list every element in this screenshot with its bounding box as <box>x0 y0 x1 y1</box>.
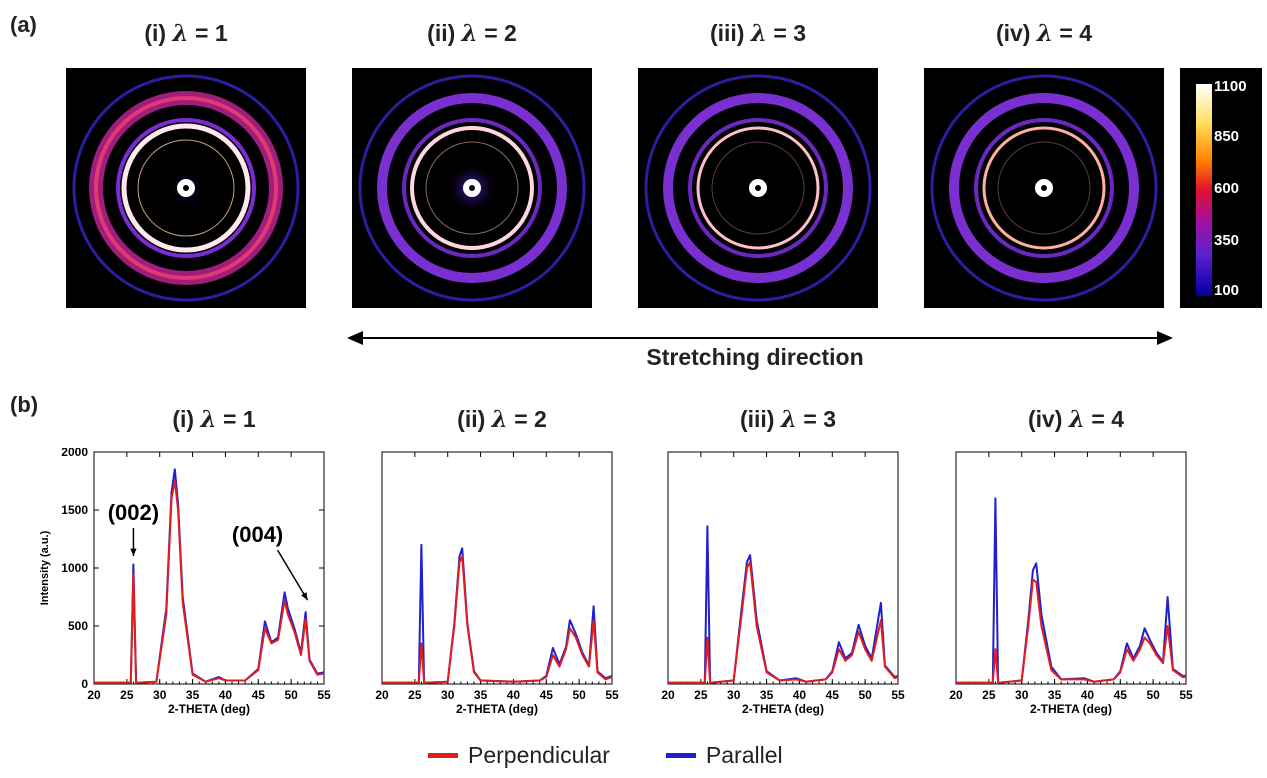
x-tick-label: 25 <box>982 688 996 702</box>
y-tick-label: 500 <box>68 619 88 633</box>
colorbar-gradient <box>1196 84 1212 296</box>
series-line-perpendicular <box>668 561 899 684</box>
x-tick-label: 20 <box>375 688 389 702</box>
colorbar-tick-1100: 1100 <box>1214 78 1247 95</box>
annotation-arrowhead <box>301 592 308 601</box>
series-line-perpendicular <box>956 578 1186 684</box>
legend-swatch-parallel <box>665 753 696 758</box>
x-tick-label: 20 <box>949 688 963 702</box>
plot-frame <box>93 451 325 685</box>
x-tick-label: 50 <box>858 688 872 702</box>
colorbar-tick-100: 100 <box>1214 282 1240 299</box>
plot-title-3: (iii) λ = 3 <box>739 406 837 433</box>
annotation-arrow <box>276 549 309 601</box>
x-tick-label: 40 <box>507 688 521 702</box>
colorbar-tick-350: 350 <box>1214 232 1240 249</box>
x-tick-label: 20 <box>87 688 101 702</box>
xrd-plot-2: 20 25 30 35 40 45 50 55 2-THETA (deg) <box>352 448 632 720</box>
x-tick-label: 20 <box>661 688 675 702</box>
y-tick-label: 1000 <box>61 561 88 575</box>
panel-b-label: (b) <box>10 392 39 417</box>
x-tick-label: 55 <box>317 688 331 702</box>
xrd-plot-1: 20 25 30 35 40 45 50 55 2-THETA (deg) 0 500 1000 150… <box>34 448 344 720</box>
annotation-label: (004) <box>232 522 283 547</box>
x-tick-label: 45 <box>1114 688 1128 702</box>
plot-title-1: (i) λ = 1 <box>172 406 256 433</box>
x-tick-label: 55 <box>1179 688 1193 702</box>
plot-svg: 20 25 30 35 40 45 50 55 2-THETA (deg) <box>661 451 905 716</box>
x-tick-label: 25 <box>694 688 708 702</box>
plot-svg: 20 25 30 35 40 45 50 55 2-THETA (deg) 0 500 1000 150… <box>39 448 331 716</box>
x-tick-label: 30 <box>1015 688 1029 702</box>
plot-title-4: (iv) λ = 4 <box>1027 406 1125 433</box>
x-axis-label: 2-THETA (deg) <box>1030 702 1112 716</box>
legend-label-parallel: Parallel <box>705 742 783 768</box>
x-tick-label: 25 <box>120 688 134 702</box>
x-tick-label: 35 <box>186 688 200 702</box>
plot-svg: 20 25 30 35 40 45 50 55 2-THETA (deg) <box>949 451 1193 716</box>
series-line-perpendicular <box>94 480 325 684</box>
y-tick-label: 2000 <box>61 448 88 459</box>
series-line-parallel <box>668 525 899 684</box>
diffraction-image-3 <box>638 68 878 308</box>
legend: Perpendicular Parallel <box>428 742 783 769</box>
diffraction-title-4: (iv) λ = 4 <box>995 20 1093 47</box>
y-tick-label: 0 <box>81 677 88 691</box>
y-tick-label: 1500 <box>61 503 88 517</box>
diffraction-title-2: (ii) λ = 2 <box>427 20 517 47</box>
xrd-plot-4: 20 25 30 35 40 45 50 55 2-THETA (deg) <box>926 448 1206 720</box>
x-tick-label: 35 <box>760 688 774 702</box>
plot-frame <box>955 451 1187 685</box>
diffraction-title-1: (i) λ = 1 <box>144 20 228 47</box>
x-tick-label: 40 <box>219 688 233 702</box>
x-axis-label: 2-THETA (deg) <box>742 702 824 716</box>
panel-a-label: (a) <box>10 12 37 37</box>
series-line-perpendicular <box>382 555 613 684</box>
x-tick-label: 55 <box>605 688 619 702</box>
colorbar: 1100 850 600 350 100 <box>1180 68 1262 308</box>
x-tick-label: 40 <box>793 688 807 702</box>
plot-svg: 20 25 30 35 40 45 50 55 2-THETA (deg) <box>375 451 619 716</box>
x-tick-label: 50 <box>1146 688 1160 702</box>
colorbar-tick-600: 600 <box>1214 180 1240 197</box>
legend-swatch-perpendicular <box>428 753 458 758</box>
x-tick-label: 35 <box>1048 688 1062 702</box>
x-tick-label: 30 <box>441 688 455 702</box>
x-tick-label: 45 <box>826 688 840 702</box>
annotation-arrowhead <box>130 548 137 556</box>
x-tick-label: 30 <box>153 688 167 702</box>
diffraction-image-4 <box>924 68 1164 308</box>
diffraction-image-2 <box>352 68 592 308</box>
x-tick-label: 50 <box>572 688 586 702</box>
x-tick-label: 50 <box>284 688 298 702</box>
diffraction-image-1 <box>66 68 306 308</box>
x-tick-label: 30 <box>727 688 741 702</box>
x-axis-label: 2-THETA (deg) <box>456 702 538 716</box>
x-tick-label: 55 <box>891 688 905 702</box>
x-tick-label: 40 <box>1081 688 1095 702</box>
x-tick-label: 25 <box>408 688 422 702</box>
series-line-parallel <box>382 543 613 684</box>
x-tick-label: 45 <box>540 688 554 702</box>
stretch-arrow <box>347 331 1173 345</box>
x-tick-label: 35 <box>474 688 488 702</box>
x-axis-label: 2-THETA (deg) <box>168 702 250 716</box>
stretch-label: Stretching direction <box>646 344 864 370</box>
series-line-parallel <box>956 497 1186 684</box>
colorbar-tick-850: 850 <box>1214 128 1240 145</box>
xrd-plot-3: 20 25 30 35 40 45 50 55 2-THETA (deg) <box>638 448 918 720</box>
diffraction-title-3: (iii) λ = 3 <box>709 20 807 47</box>
x-tick-label: 45 <box>252 688 266 702</box>
legend-label-perpendicular: Perpendicular <box>468 742 610 768</box>
y-axis-label: Intensity (a.u.) <box>39 530 51 605</box>
plot-frame <box>667 451 899 685</box>
plot-title-2: (ii) λ = 2 <box>457 406 547 433</box>
annotation-label: (002) <box>108 500 159 525</box>
plot-frame <box>381 451 613 685</box>
